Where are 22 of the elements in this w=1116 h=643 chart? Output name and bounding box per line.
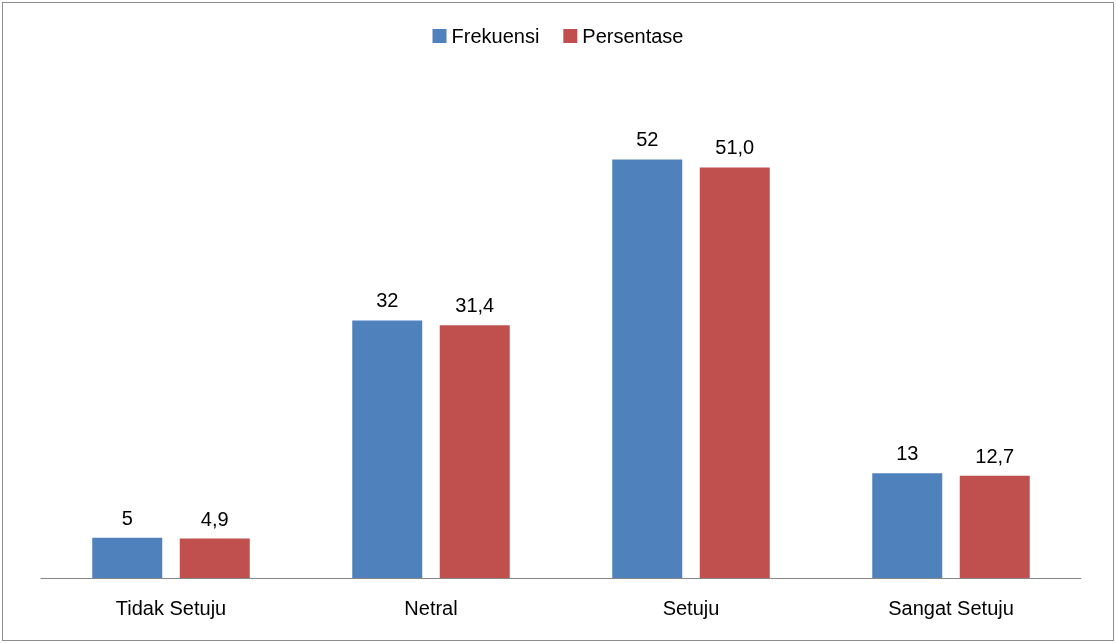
bar <box>612 159 683 578</box>
data-label: 51,0 <box>715 136 755 159</box>
bar <box>92 537 163 578</box>
x-tick-label: Netral <box>404 597 458 619</box>
data-label: 32 <box>376 289 399 312</box>
x-tick-label: Sangat Setuju <box>888 597 1014 619</box>
bar <box>352 320 423 578</box>
bar <box>872 473 943 578</box>
bar <box>699 167 770 578</box>
bar <box>439 325 510 578</box>
data-label: 31,4 <box>455 294 495 317</box>
data-label: 12,7 <box>975 444 1015 467</box>
legend-label: Frekuensi <box>451 25 540 47</box>
data-label: 13 <box>896 442 919 465</box>
x-tick-label: Tidak Setuju <box>115 597 227 619</box>
data-label: 4,9 <box>200 507 229 530</box>
data-label: 52 <box>636 128 659 151</box>
data-label: 5 <box>121 506 133 529</box>
bar <box>959 475 1030 578</box>
legend-label: Persentase <box>582 25 684 47</box>
x-tick-label: Setuju <box>662 597 720 619</box>
bar <box>179 538 250 578</box>
